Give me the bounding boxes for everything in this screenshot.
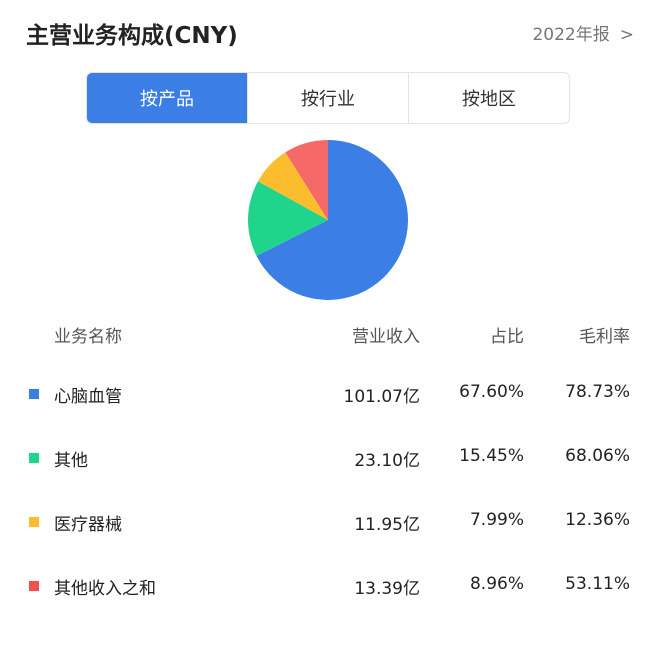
margin-value: 68.06%	[565, 446, 630, 466]
revenue-value: 11.95亿	[354, 515, 420, 535]
share-value: 15.45%	[459, 446, 524, 466]
margin-value: 53.11%	[565, 574, 630, 594]
legend-swatch	[29, 389, 39, 399]
share-value: 7.99%	[469, 510, 524, 530]
business-name: 医疗器械	[54, 515, 122, 535]
page-title: 主营业务构成(CNY)	[26, 23, 238, 49]
period-selector[interactable]: 2022年报 >	[532, 20, 634, 45]
business-name: 其他收入之和	[54, 579, 156, 599]
share-value: 8.96%	[469, 574, 524, 594]
legend-swatch	[29, 517, 39, 527]
pie-chart	[248, 140, 408, 300]
margin-value: 78.73%	[565, 382, 630, 402]
header-margin: 毛利率	[579, 327, 630, 347]
business-name: 心脑血管	[54, 387, 122, 407]
pie-slice-3	[258, 152, 328, 220]
pie-slice-1	[256, 140, 408, 300]
header-revenue: 营业收入	[352, 327, 420, 347]
header-name: 业务名称	[54, 327, 122, 347]
revenue-value: 101.07亿	[343, 387, 420, 407]
tab-by-product[interactable]: 按产品	[87, 73, 247, 123]
revenue-value: 13.39亿	[354, 579, 420, 599]
legend-swatch	[29, 581, 39, 591]
margin-value: 12.36%	[565, 510, 630, 530]
tab-by-industry[interactable]: 按行业	[247, 73, 408, 123]
business-name: 其他	[54, 451, 88, 471]
period-label: 2022年报	[532, 25, 610, 45]
revenue-value: 23.10亿	[354, 451, 420, 471]
tab-by-region[interactable]: 按地区	[408, 73, 569, 123]
share-value: 67.60%	[459, 382, 524, 402]
segment-tabs: 按产品 按行业 按地区	[86, 72, 570, 124]
legend-swatch	[29, 453, 39, 463]
chevron-right-icon: >	[619, 25, 634, 45]
pie-slice-4	[285, 140, 328, 220]
header-share: 占比	[490, 327, 524, 347]
pie-slice-2	[248, 181, 328, 256]
